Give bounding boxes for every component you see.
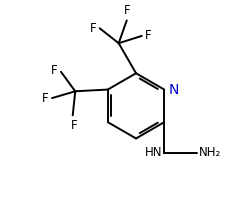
Text: N: N bbox=[168, 83, 178, 97]
Text: F: F bbox=[42, 92, 49, 105]
Text: F: F bbox=[89, 22, 96, 35]
Text: F: F bbox=[123, 4, 129, 17]
Text: F: F bbox=[70, 119, 77, 132]
Text: NH₂: NH₂ bbox=[198, 146, 220, 159]
Text: HN: HN bbox=[144, 146, 162, 159]
Text: F: F bbox=[51, 64, 57, 77]
Text: F: F bbox=[144, 29, 151, 42]
